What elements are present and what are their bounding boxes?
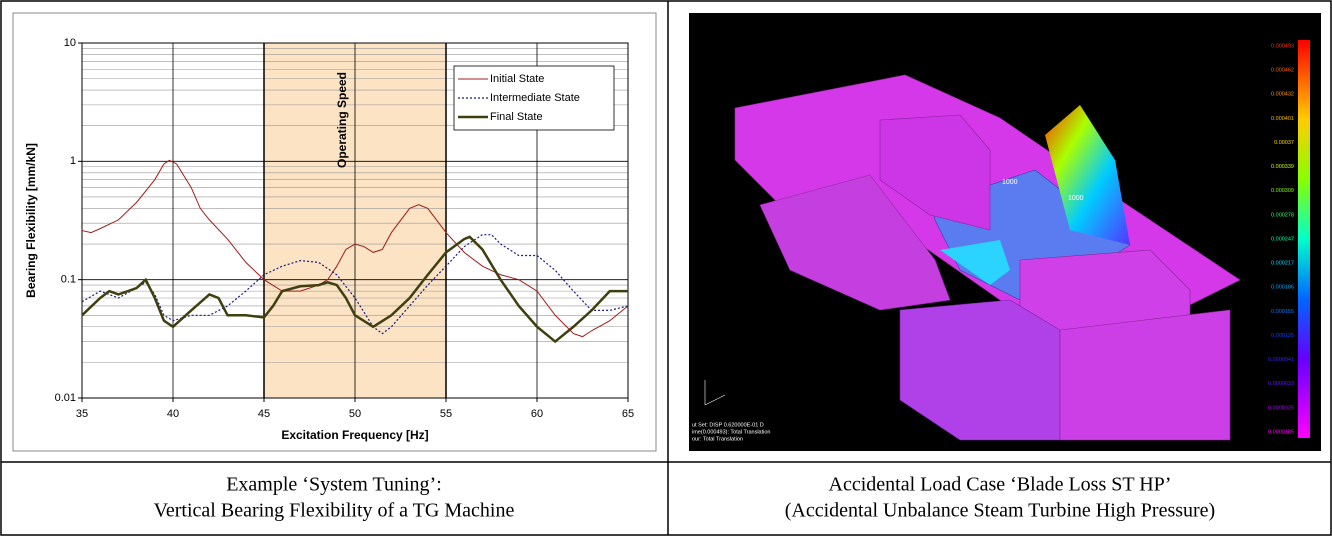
contour-label: 1000 — [1068, 195, 1084, 202]
colorbar — [1298, 40, 1310, 438]
colorbar-label: 0.0000185 — [1268, 429, 1294, 435]
info-text: ime(0.000493): Total Translation — [692, 429, 770, 435]
contour-label: 1000 — [1002, 179, 1018, 186]
legend-label: Initial State — [490, 73, 544, 85]
y-tick-label: 1 — [70, 155, 76, 167]
band-label: Operating Speed — [335, 72, 349, 168]
x-axis-label: Excitation Frequency [Hz] — [281, 428, 428, 442]
legend-box — [453, 65, 615, 131]
caption: Accidental Load Case ‘Blade Loss ST HP’ — [829, 474, 1172, 496]
y-tick-label: 0.01 — [55, 392, 76, 404]
caption: Example ‘System Tuning’: — [226, 474, 442, 496]
y-axis-label: Bearing Flexibility [mm/kN] — [24, 143, 38, 298]
plot-border — [81, 42, 629, 399]
colorbar-label: 0.000125 — [1271, 333, 1294, 339]
colorbar-label: 0.0000325 — [1268, 405, 1294, 411]
fea-image: 0.000493 0.000462 0.000432 0.000401 0.00037 0… — [689, 13, 1321, 451]
colorbar-label: 0.000247 — [1271, 236, 1294, 242]
caption: (Accidental Unbalance Steam Turbine High… — [785, 500, 1215, 522]
x-tick-label: 55 — [440, 408, 452, 420]
colorbar-label: 0.000278 — [1271, 212, 1294, 218]
x-tick-label: 35 — [76, 408, 88, 420]
series-line — [81, 159, 629, 338]
x-tick-label: 65 — [622, 408, 634, 420]
colorbar-label: 0.000309 — [1271, 188, 1294, 194]
colorbar-label: 0.00037 — [1274, 140, 1294, 146]
colorbar-label: 0.000339 — [1271, 164, 1294, 170]
x-tick-label: 45 — [258, 408, 270, 420]
chart: 0.01 0.1 1 10 35 40 45 50 55 60 65 Operating Speed E… — [24, 37, 634, 442]
colorbar-label: 0.000217 — [1271, 261, 1294, 267]
x-tick-label: 50 — [349, 408, 361, 420]
y-tick-label: 0.1 — [61, 274, 76, 286]
caption: Vertical Bearing Flexibility of a TG Mac… — [154, 500, 515, 522]
colorbar-label: 0.0000941 — [1268, 357, 1294, 363]
x-tick-label: 40 — [167, 408, 179, 420]
y-tick-label: 10 — [64, 37, 76, 49]
colorbar-label: 0.000155 — [1271, 309, 1294, 315]
legend-label: Intermediate State — [490, 92, 580, 104]
info-text: our: Total Translation — [692, 436, 743, 442]
legend-label: Final State — [490, 111, 543, 123]
series-line — [81, 235, 628, 344]
colorbar-label: 0.000462 — [1271, 68, 1294, 74]
colorbar-label: 0.0000633 — [1268, 381, 1294, 387]
x-tick-label: 60 — [531, 408, 543, 420]
colorbar-label: 0.000493 — [1271, 43, 1294, 49]
colorbar-label: 0.000432 — [1271, 92, 1294, 98]
info-text: ut Set: DISP 0.620000E-01 D — [692, 422, 764, 428]
colorbar-label: 0.000401 — [1271, 116, 1294, 122]
colorbar-label: 0.000186 — [1271, 285, 1294, 291]
